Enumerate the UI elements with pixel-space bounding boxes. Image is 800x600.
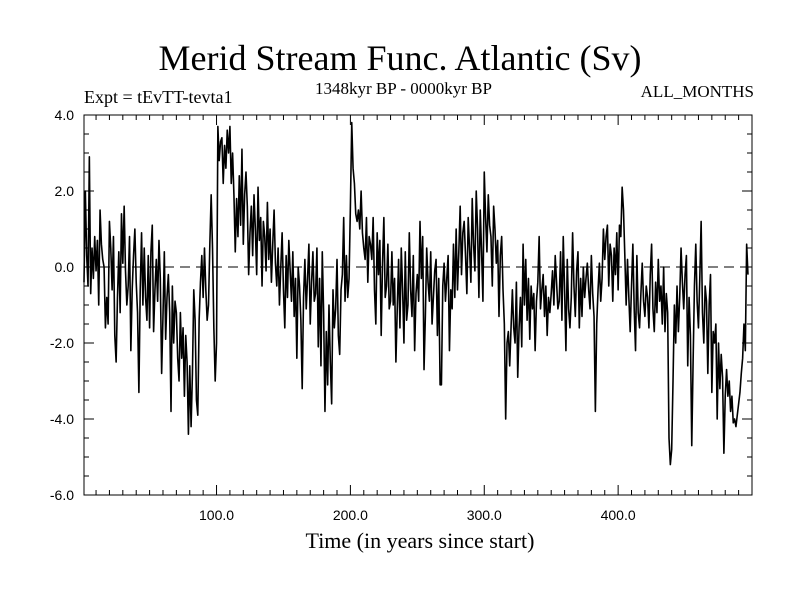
x-tick-label: 100.0 — [199, 507, 234, 523]
x-tick-label: 300.0 — [467, 507, 502, 523]
x-axis-label: Time (in years since start) — [305, 528, 535, 553]
chart-title: Merid Stream Func. Atlantic (Sv) — [158, 38, 642, 78]
months-label: ALL_MONTHS — [640, 82, 754, 101]
x-tick-label: 200.0 — [333, 507, 368, 523]
time-range-label: 1348kyr BP - 0000kyr BP — [315, 79, 492, 98]
x-tick-label: 400.0 — [601, 507, 636, 523]
series-line-0 — [83, 121, 749, 466]
y-tick-label: 0.0 — [55, 259, 75, 275]
experiment-label: Expt = tEvTT-tevta1 — [84, 87, 233, 107]
y-tick-label: 4.0 — [55, 107, 75, 123]
y-tick-label: -2.0 — [50, 335, 74, 351]
y-tick-label: 2.0 — [55, 183, 75, 199]
plot-frame — [83, 114, 753, 496]
y-tick-label: -6.0 — [50, 487, 74, 503]
y-tick-label: -4.0 — [50, 411, 74, 427]
